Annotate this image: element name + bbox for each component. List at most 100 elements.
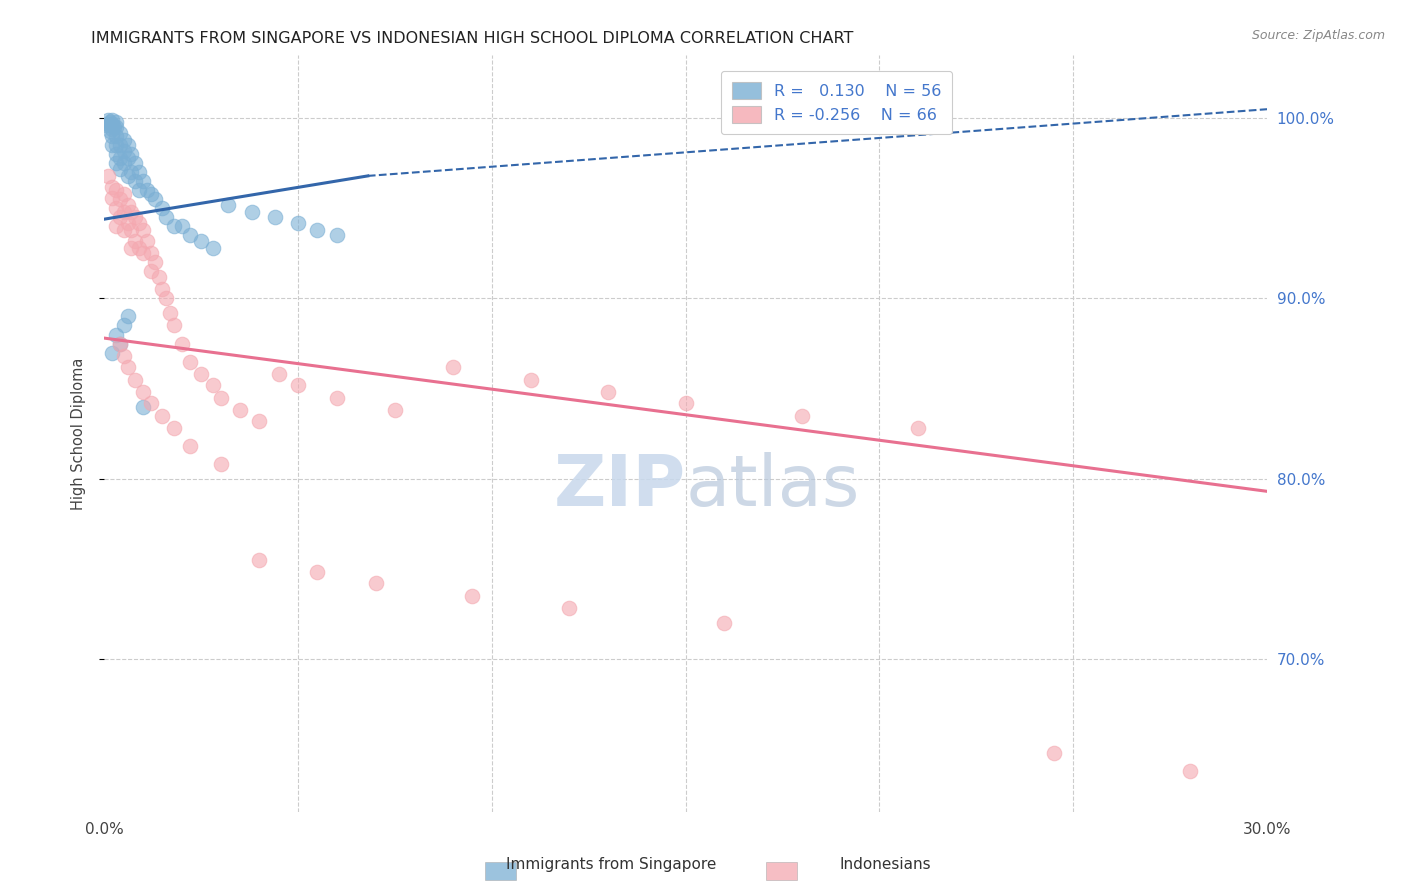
Point	[384, 403, 406, 417]
Point	[108, 192, 131, 206]
Point	[267, 367, 290, 381]
Text: Source: ZipAtlas.com: Source: ZipAtlas.com	[1251, 29, 1385, 42]
Point	[326, 228, 349, 243]
Point	[104, 120, 127, 135]
Point	[163, 421, 186, 435]
Point	[112, 205, 135, 219]
Point	[120, 165, 142, 179]
Point	[97, 113, 120, 128]
Point	[101, 117, 124, 131]
Point	[128, 241, 150, 255]
Legend: R =   0.130    N = 56, R = -0.256    N = 66: R = 0.130 N = 56, R = -0.256 N = 66	[721, 70, 952, 135]
Point	[101, 138, 124, 153]
Point	[104, 129, 127, 144]
Point	[98, 115, 121, 129]
Point	[104, 183, 127, 197]
Point	[128, 183, 150, 197]
Point	[108, 211, 131, 225]
Point	[104, 138, 127, 153]
Point	[101, 129, 124, 144]
Point	[108, 126, 131, 140]
Point	[128, 216, 150, 230]
Point	[136, 234, 159, 248]
Point	[247, 414, 270, 428]
Point	[104, 147, 127, 161]
Point	[120, 241, 142, 255]
Text: Indonesians: Indonesians	[839, 857, 932, 872]
Point	[96, 119, 118, 133]
Point	[104, 327, 127, 342]
Point	[104, 115, 127, 129]
Point	[519, 373, 541, 387]
Point	[132, 223, 155, 237]
Point	[179, 228, 201, 243]
Point	[1043, 746, 1066, 760]
Point	[139, 396, 162, 410]
Point	[152, 202, 174, 216]
Point	[441, 359, 464, 374]
Point	[101, 190, 124, 204]
Point	[108, 161, 131, 176]
Point	[240, 205, 263, 219]
Point	[112, 144, 135, 158]
Point	[98, 124, 121, 138]
Point	[97, 117, 120, 131]
Point	[117, 169, 139, 183]
Point	[108, 336, 131, 351]
Point	[263, 211, 285, 225]
Point	[97, 169, 120, 183]
Point	[148, 269, 170, 284]
Text: ZIP: ZIP	[554, 452, 686, 521]
Point	[124, 234, 146, 248]
Point	[103, 120, 125, 135]
Point	[124, 373, 146, 387]
Point	[364, 576, 387, 591]
Point	[128, 165, 150, 179]
Point	[108, 151, 131, 165]
Point	[132, 246, 155, 260]
Point	[163, 219, 186, 234]
Point	[108, 336, 131, 351]
Point	[104, 156, 127, 170]
Point	[143, 255, 166, 269]
Point	[163, 318, 186, 333]
Point	[1178, 764, 1201, 778]
Point	[209, 391, 232, 405]
Point	[170, 219, 193, 234]
Point	[143, 192, 166, 206]
Point	[287, 378, 309, 392]
Point	[307, 566, 329, 580]
Text: IMMIGRANTS FROM SINGAPORE VS INDONESIAN HIGH SCHOOL DIPLOMA CORRELATION CHART: IMMIGRANTS FROM SINGAPORE VS INDONESIAN …	[91, 31, 853, 46]
Point	[117, 216, 139, 230]
Point	[598, 385, 620, 400]
Point	[112, 318, 135, 333]
Point	[152, 282, 174, 296]
Point	[101, 179, 124, 194]
Point	[112, 186, 135, 201]
Point	[209, 457, 232, 471]
Point	[124, 156, 146, 170]
Point	[201, 241, 224, 255]
Point	[108, 138, 131, 153]
Point	[132, 174, 155, 188]
Point	[104, 219, 127, 234]
Point	[190, 234, 212, 248]
Point	[117, 310, 139, 324]
Point	[229, 403, 252, 417]
Point	[124, 211, 146, 225]
Point	[139, 246, 162, 260]
Point	[136, 183, 159, 197]
Point	[104, 202, 127, 216]
Point	[155, 292, 177, 306]
Point	[287, 216, 309, 230]
Point	[713, 615, 735, 630]
Point	[112, 223, 135, 237]
Point	[117, 151, 139, 165]
Point	[117, 198, 139, 212]
Point	[201, 378, 224, 392]
Point	[139, 264, 162, 278]
Point	[217, 198, 239, 212]
Point	[112, 349, 135, 363]
Point	[190, 367, 212, 381]
Point	[112, 156, 135, 170]
